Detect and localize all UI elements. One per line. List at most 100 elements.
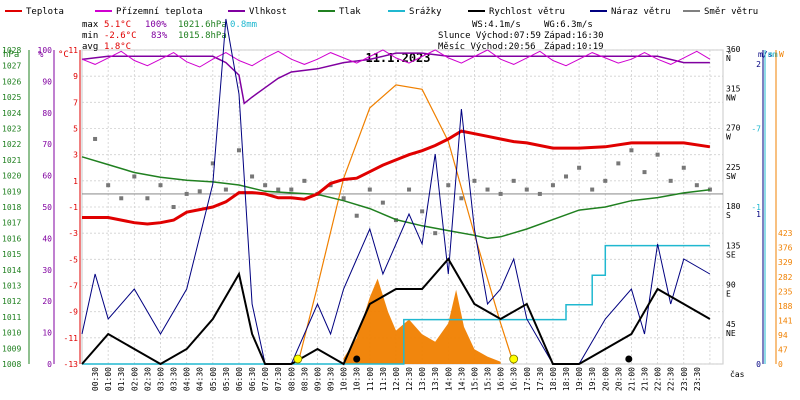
- time-tick-label: 23:30: [693, 367, 702, 391]
- chart-title: 11.1.2023: [365, 51, 430, 65]
- tick-label-ms: 0: [756, 360, 761, 369]
- legend-label: Tlak: [339, 7, 361, 17]
- time-tick-label: 19:30: [588, 367, 597, 391]
- tick-label-direction-deg: 90: [726, 281, 736, 290]
- tick-label-w: 47: [778, 345, 788, 354]
- time-tick-label: 09:30: [327, 367, 336, 391]
- tick-label-pct: 100: [38, 46, 53, 55]
- tick-label-degc: 5: [73, 125, 78, 134]
- humidity-line: [81, 52, 710, 105]
- tick-label-hpa: 1019: [2, 187, 21, 196]
- time-tick-label: 08:30: [300, 367, 309, 391]
- time-tick-label: 02:30: [143, 367, 152, 391]
- tick-label-w: 141: [778, 316, 793, 325]
- time-tick-label: 20:30: [614, 367, 623, 391]
- moon-rise-info: Měsíc Východ:20:56: [438, 42, 536, 52]
- time-tick-label: 11:30: [379, 367, 388, 391]
- time-tick-label: 19:00: [575, 367, 584, 391]
- tick-label-hpa: 1021: [2, 156, 21, 165]
- tick-label-direction-name: W: [726, 133, 731, 142]
- time-tick-label: 23:00: [680, 367, 689, 391]
- marker-sunset: [509, 354, 519, 364]
- tick-label-direction-name: N: [726, 54, 731, 63]
- tick-label-direction-deg: 315: [726, 84, 741, 93]
- time-tick-label: 22:30: [667, 367, 676, 391]
- tick-label-w: 282: [778, 273, 793, 282]
- stat-min-humidity: 83%: [151, 31, 168, 41]
- time-tick-label: 13:30: [431, 367, 440, 391]
- time-tick-label: 17:00: [523, 367, 532, 391]
- tick-label-direction-name: NE: [726, 329, 736, 338]
- wind-direction-point: [590, 187, 595, 192]
- tick-label-hpa: 1017: [2, 219, 21, 228]
- marker-moonrise: [625, 355, 633, 363]
- time-tick-label: 17:30: [536, 367, 545, 391]
- wind-direction-point: [681, 165, 686, 170]
- sun-rise-info: Slunce Východ:07:59: [438, 31, 541, 41]
- wind-direction-point: [550, 183, 555, 188]
- time-tick-label: 03:30: [170, 367, 179, 391]
- wind-direction-point: [511, 178, 516, 183]
- tick-label-degc: 7: [73, 98, 78, 107]
- tick-label-direction-deg: 270: [726, 124, 741, 133]
- wind-direction-point: [210, 161, 215, 166]
- wind-direction-point: [616, 161, 621, 166]
- time-tick-label: 07:30: [274, 367, 283, 391]
- tick-label-direction-name: SW: [726, 172, 736, 181]
- tick-label-pct: 80: [42, 109, 52, 118]
- axis-title-mm: mm: [768, 50, 778, 59]
- wind-direction-point: [446, 183, 451, 188]
- tick-label-hpa: 1012: [2, 297, 21, 306]
- tick-label-direction-name: E: [726, 290, 731, 299]
- wind-direction-point: [603, 178, 608, 183]
- wind-direction-point: [302, 178, 307, 183]
- tick-label-pct: 90: [42, 77, 52, 86]
- stat-min-label: min: [82, 31, 98, 41]
- tick-label-degc: -3: [68, 229, 78, 238]
- solar-measured-area: [343, 278, 501, 364]
- time-tick-label: 02:00: [130, 367, 139, 391]
- tick-label-w: 235: [778, 287, 793, 296]
- stat-max-humidity: 100%: [145, 20, 167, 30]
- tick-label-pct: 0: [47, 360, 52, 369]
- tick-label-hpa: 1027: [2, 62, 21, 71]
- time-tick-label: 18:00: [549, 367, 558, 391]
- solar-curve: [297, 84, 515, 365]
- time-tick-label: 18:30: [562, 367, 571, 391]
- sun-set-info: Západ:16:30: [544, 31, 604, 41]
- wind-direction-point: [197, 189, 202, 194]
- time-tick-label: 10:30: [353, 367, 362, 391]
- tick-label-degc: -5: [68, 255, 78, 264]
- axis-title-pct: %: [38, 50, 44, 60]
- wind-direction-point: [537, 191, 542, 196]
- wind-direction-point: [145, 196, 150, 201]
- stat-min-temp: -2.6°C: [104, 31, 137, 41]
- tick-label-hpa: 1022: [2, 140, 21, 149]
- wind-direction-point: [158, 183, 163, 188]
- tick-label-hpa: 1020: [2, 172, 21, 181]
- wind-direction-point: [119, 196, 124, 201]
- tick-label-direction-name: S: [726, 211, 731, 220]
- wind-direction-point: [223, 187, 228, 192]
- tick-label-degc: -7: [68, 282, 78, 291]
- wind-direction-point: [341, 196, 346, 201]
- tick-label-pct: 60: [42, 172, 52, 181]
- axis-title-time: čas: [730, 369, 745, 379]
- legend-label: Přízemní teplota: [116, 7, 203, 17]
- wind-direction-point: [707, 187, 712, 192]
- legend-label: Vlhkost: [249, 7, 287, 17]
- time-tick-label: 16:30: [510, 367, 519, 391]
- tick-label-mm: -7: [751, 125, 761, 134]
- stat-avg-temp: 1.8°C: [104, 42, 131, 52]
- time-tick-label: 20:00: [601, 367, 610, 391]
- wind-direction-point: [655, 152, 660, 157]
- tick-label-direction-name: SE: [726, 250, 736, 259]
- wind-gust-line: [81, 18, 711, 365]
- time-tick-label: 13:00: [418, 367, 427, 391]
- time-tick-label: 10:00: [340, 367, 349, 391]
- tick-label-hpa: 1008: [2, 360, 21, 369]
- wind-direction-point: [289, 187, 294, 192]
- tick-label-degc: -9: [68, 308, 78, 317]
- moon-set-info: Západ:10:19: [544, 42, 604, 52]
